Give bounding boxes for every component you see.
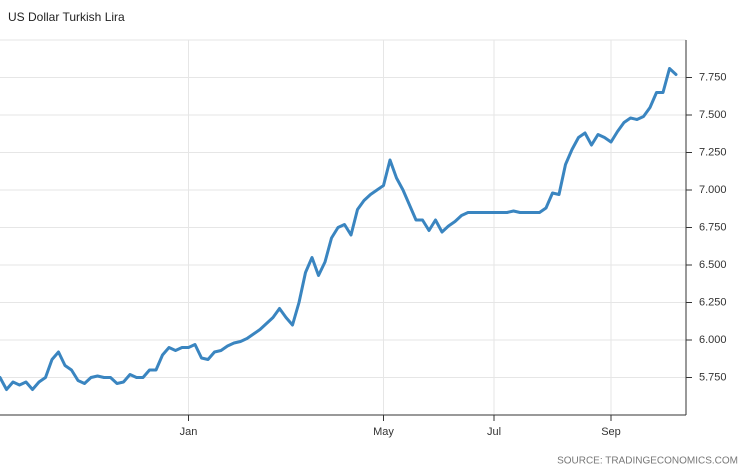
x-tick-label: Jul (487, 426, 501, 438)
y-tick-label: 7.250 (699, 146, 727, 158)
chart-title: US Dollar Turkish Lira (8, 10, 125, 24)
y-tick-label: 6.000 (699, 334, 727, 346)
y-tick-label: 7.000 (699, 184, 727, 196)
x-tick-label: May (373, 426, 394, 438)
y-tick-label: 7.500 (699, 109, 727, 121)
x-tick-label: Sep (601, 426, 621, 438)
source-note: SOURCE: TRADINGECONOMICS.COM (557, 456, 738, 467)
x-tick-label: Jan (180, 426, 198, 438)
y-tick-label: 6.500 (699, 259, 727, 271)
y-tick-label: 6.750 (699, 221, 727, 233)
price-line (0, 67, 678, 391)
y-tick-label: 5.750 (699, 371, 727, 383)
y-tick-label: 6.250 (699, 296, 727, 308)
y-tick-label: 7.750 (699, 71, 727, 83)
